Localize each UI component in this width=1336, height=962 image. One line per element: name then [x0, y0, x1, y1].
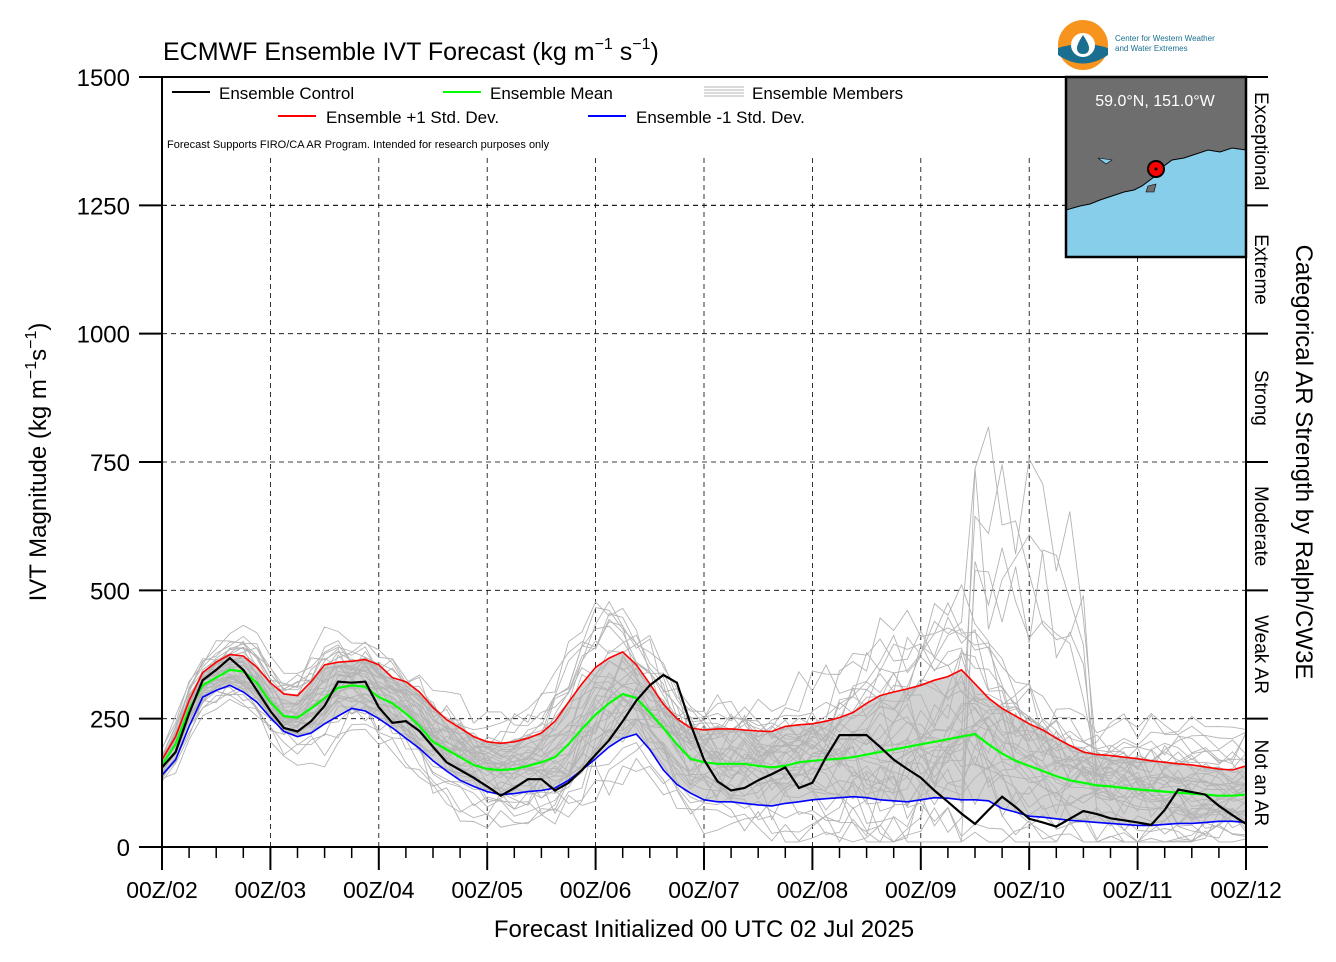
logo-line1: Center for Western Weather: [1115, 34, 1215, 43]
series-line-mean: [162, 668, 1246, 797]
category-label: Weak AR: [1250, 615, 1271, 694]
category-label: Strong: [1250, 370, 1271, 426]
series-lines: [162, 650, 1246, 828]
y-tick-label: 500: [90, 578, 130, 605]
ensemble-member-line: [162, 659, 1246, 798]
legend-members-swatch: [704, 86, 744, 97]
series-line-minus-std: [162, 684, 1246, 827]
x-tick-label: 00Z/10: [993, 877, 1065, 903]
ensemble-member-line: [162, 664, 1246, 811]
y-tick-label: 0: [117, 835, 130, 862]
location-inset-map: 59.0°N, 151.0°W: [1064, 75, 1248, 259]
legend-control-label: Ensemble Control: [219, 84, 354, 103]
x-tick-label: 00Z/07: [668, 877, 740, 903]
y-axis: 0 250 500 750 1000 1250 1500: [77, 65, 162, 862]
y-tick-label: 1000: [77, 322, 130, 349]
x-tick-label: 00Z/05: [451, 877, 523, 903]
inset-location-text: 59.0°N, 151.0°W: [1095, 93, 1215, 110]
location-marker-center: [1154, 167, 1158, 171]
ensemble-member-line: [162, 663, 1246, 808]
x-tick-label: 00Z/03: [235, 877, 307, 903]
category-label: Not an AR: [1250, 740, 1271, 827]
x-tick-label: 00Z/06: [560, 877, 632, 903]
category-label: Moderate: [1250, 486, 1271, 566]
series-line-control: [162, 656, 1246, 828]
ensemble-member-line: [162, 657, 1246, 829]
series-line-plus-std: [162, 650, 1246, 771]
ensemble-member-line: [162, 666, 1246, 818]
legend-bg: [165, 80, 1055, 156]
x-axis: 00Z/02 00Z/03 00Z/04 00Z/05 00Z/06 00Z/07 00Z/…: [126, 847, 1282, 903]
ensemble-member-line: [162, 641, 1246, 798]
logo-line2: and Water Extremes: [1115, 44, 1188, 53]
legend: Ensemble Control Ensemble Mean Ensemble …: [165, 80, 1055, 156]
ensemble-member-line: [162, 679, 1246, 843]
ensemble-member-line: [162, 676, 1246, 818]
x-tick-label: 00Z/04: [343, 877, 415, 903]
ensemble-member-line: [162, 601, 1246, 777]
category-label: Extreme: [1250, 234, 1271, 305]
y-tick-label: 1250: [77, 193, 130, 220]
x-tick-label: 00Z/08: [777, 877, 849, 903]
x-tick-label: 00Z/02: [126, 877, 198, 903]
legend-mean-label: Ensemble Mean: [490, 84, 613, 103]
x-tick-label: 00Z/11: [1103, 877, 1173, 903]
inset-frame: [1064, 75, 1248, 259]
ensemble-member-line: [162, 681, 1246, 843]
category-axis: Not an AR Weak AR Moderate Strong Extreme Exc…: [1246, 76, 1271, 848]
water-drop-icon: [1077, 35, 1089, 54]
ensemble-member-line: [162, 618, 1246, 787]
legend-members-label: Ensemble Members: [752, 84, 903, 103]
y-axis-label: IVT Magnitude (kg m−1s−1): [23, 323, 52, 602]
inset-lake: [1097, 157, 1113, 165]
x-tick-label: 00Z/09: [885, 877, 957, 903]
legend-plus-std-label: Ensemble +1 Std. Dev.: [326, 108, 499, 127]
y-tick-label: 250: [90, 707, 130, 734]
y-tick-label: 750: [90, 450, 130, 477]
ensemble-member-line: [162, 651, 1246, 835]
legend-minus-std-label: Ensemble -1 Std. Dev.: [636, 108, 805, 127]
ensemble-member-line: [162, 674, 1246, 843]
y-tick-label: 1500: [77, 65, 130, 92]
x-axis-label: Forecast Initialized 00 UTC 02 Jul 2025: [494, 916, 914, 943]
ensemble-member-line: [162, 547, 1246, 843]
x-tick-label: 00Z/12: [1210, 877, 1282, 903]
legend-note: Forecast Supports FIRO/CA AR Program. In…: [167, 139, 550, 151]
category-label: Exceptional: [1250, 92, 1271, 190]
cw3e-logo: Center for Western Weather and Water Ext…: [1058, 20, 1215, 70]
grid-lines: [162, 77, 1246, 847]
ensemble-member-line: [162, 666, 1246, 843]
chart-title: ECMWF Ensemble IVT Forecast (kg m−1 s−1): [163, 36, 659, 66]
ensemble-member-line: [162, 640, 1246, 782]
inset-island: [1145, 183, 1157, 193]
category-axis-label: Categorical AR Strength by Ralph/CW3E: [1290, 245, 1317, 680]
